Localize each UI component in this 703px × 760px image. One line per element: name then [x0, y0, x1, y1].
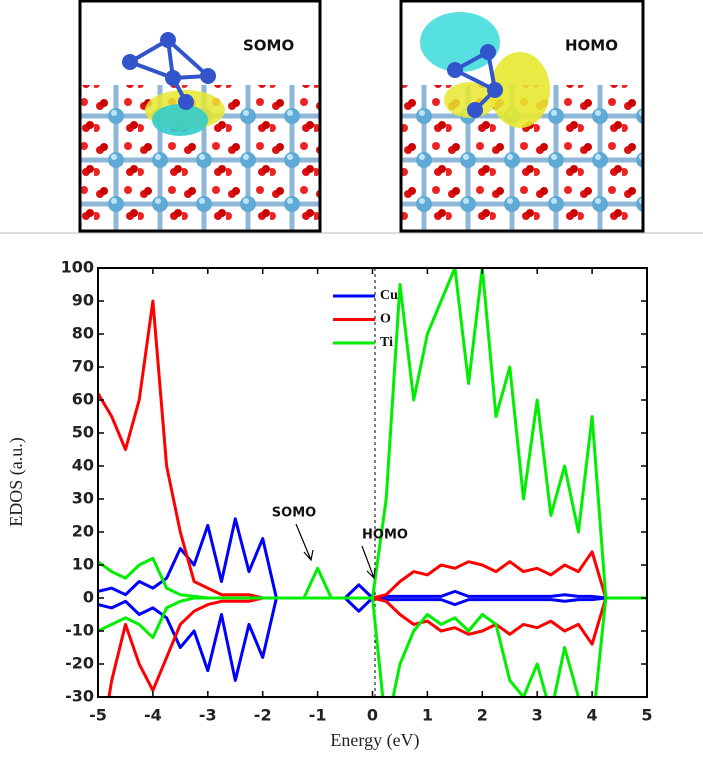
x-tick-label: -4: [144, 706, 162, 725]
y-tick-label: 40: [72, 456, 94, 475]
x-tick-label: -3: [199, 706, 217, 725]
x-tick-label: 0: [367, 706, 378, 725]
x-tick-label: 5: [641, 706, 652, 725]
annotation: SOMO: [272, 506, 316, 521]
x-tick-label: 3: [532, 706, 543, 725]
y-tick-label: 0: [83, 588, 94, 607]
y-tick-label: 50: [72, 423, 94, 442]
series-line: [98, 301, 647, 598]
legend-label: Cu: [380, 288, 398, 303]
y-tick-label: 20: [72, 522, 94, 541]
x-tick-label: 2: [477, 706, 488, 725]
y-tick-label: 10: [72, 555, 94, 574]
annotation: HOMO: [362, 528, 408, 543]
figure: SOMO HOMO Energy (eV) EDOS (a.u.) SOMO H…: [0, 0, 703, 755]
plot-frame: [98, 268, 647, 697]
x-tick-label: -1: [309, 706, 327, 725]
panel-homo: HOMO: [401, 1, 643, 231]
orbital-lobe: [152, 104, 208, 136]
y-tick-label: -30: [65, 687, 94, 706]
y-tick-label: 90: [72, 291, 94, 310]
y-axis-label: EDOS (a.u.): [6, 437, 27, 526]
annotation-arrow: [362, 546, 375, 578]
page: {"panels": [{"label": "SOMO"}, {"label":…: [0, 0, 703, 755]
y-tick-label: 70: [72, 357, 94, 376]
panel-somo: SOMO: [80, 1, 320, 231]
panel-label: HOMO: [565, 37, 618, 55]
panel-label: SOMO: [243, 37, 294, 55]
x-axis-label: Energy (eV): [330, 730, 419, 751]
x-tick-label: 4: [587, 706, 598, 725]
legend-label: O: [380, 312, 391, 327]
legend-label: Ti: [380, 335, 393, 350]
y-tick-label: -20: [65, 654, 94, 673]
x-tick-label: -5: [89, 706, 107, 725]
y-tick-label: 30: [72, 489, 94, 508]
y-tick-label: -10: [65, 621, 94, 640]
y-tick-label: 80: [72, 324, 94, 343]
x-tick-label: 1: [422, 706, 433, 725]
annotation-arrow: [296, 524, 313, 560]
y-tick-label: 100: [61, 258, 94, 277]
y-tick-label: 60: [72, 390, 94, 409]
plot-area: [98, 268, 647, 755]
x-tick-label: -2: [254, 706, 272, 725]
